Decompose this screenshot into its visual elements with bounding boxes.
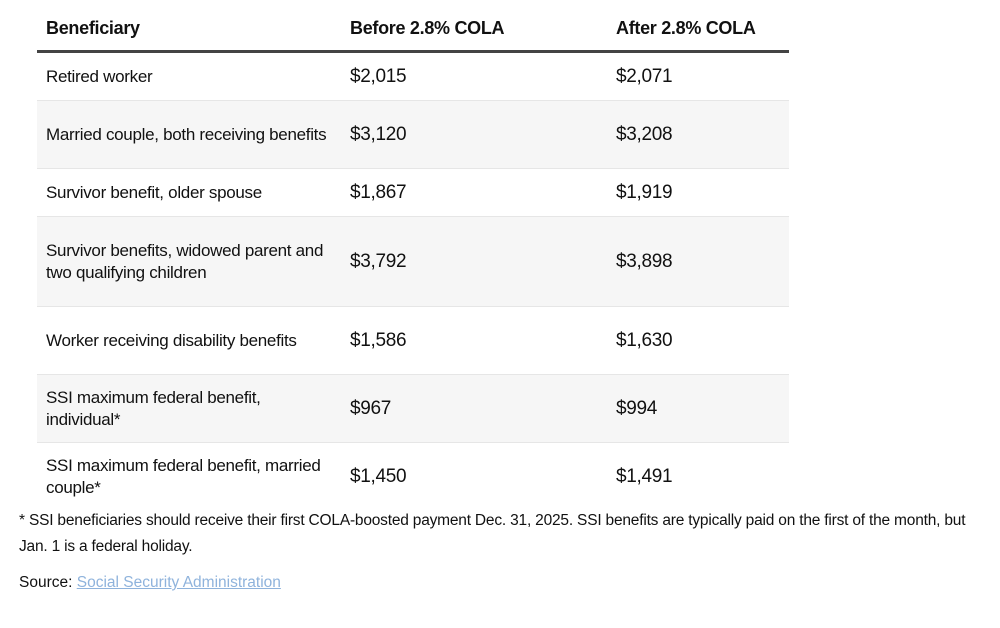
after-cell: $1,630 [607, 306, 789, 375]
before-cell: $1,867 [341, 168, 607, 217]
table-row: Worker receiving disability benefits $1,… [37, 306, 789, 375]
table-row: SSI maximum federal benefit, married cou… [37, 443, 789, 511]
column-header-before: Before 2.8% COLA [341, 8, 607, 53]
table-row: Married couple, both receiving benefits … [37, 100, 789, 169]
beneficiary-cell: Married couple, both receiving benefits [37, 100, 341, 169]
before-cell: $967 [341, 374, 607, 443]
after-cell: $3,898 [607, 216, 789, 307]
beneficiary-cell: SSI maximum federal benefit, married cou… [46, 455, 321, 497]
before-cell: $3,792 [341, 216, 607, 307]
before-cell: $3,120 [341, 100, 607, 169]
table-row: SSI maximum federal benefit, individual*… [37, 374, 789, 443]
cola-benefits-table: Beneficiary Before 2.8% COLA After 2.8% … [37, 8, 789, 510]
table-row: Survivor benefit, older spouse $1,867 $1… [37, 168, 789, 217]
beneficiary-cell: Survivor benefits, widowed parent and tw… [37, 216, 341, 307]
after-cell: $1,491 [616, 465, 673, 487]
table-header-row: Beneficiary Before 2.8% COLA After 2.8% … [37, 8, 789, 53]
source-line: Source: Social Security Administration [19, 574, 281, 592]
footnote: * SSI beneficiaries should receive their… [19, 512, 966, 555]
after-cell: $3,208 [607, 100, 789, 169]
after-cell: $2,071 [607, 51, 789, 101]
table-row: Survivor benefits, widowed parent and tw… [37, 216, 789, 307]
column-header-beneficiary: Beneficiary [37, 8, 341, 53]
after-cell: $994 [607, 374, 789, 443]
before-cell: $1,586 [341, 306, 607, 375]
beneficiary-cell: SSI maximum federal benefit, individual* [37, 374, 341, 443]
before-cell: $2,015 [341, 51, 607, 101]
before-cell: $1,450 [350, 465, 407, 487]
source-label: Source: [19, 574, 77, 591]
after-cell: $1,919 [607, 168, 789, 217]
table-row: Retired worker $2,015 $2,071 [37, 51, 789, 101]
column-header-after: After 2.8% COLA [607, 8, 789, 53]
beneficiary-cell: Retired worker [37, 51, 341, 101]
source-link[interactable]: Social Security Administration [76, 574, 281, 591]
beneficiary-cell: Survivor benefit, older spouse [37, 168, 341, 217]
beneficiary-cell: Worker receiving disability benefits [37, 306, 341, 375]
